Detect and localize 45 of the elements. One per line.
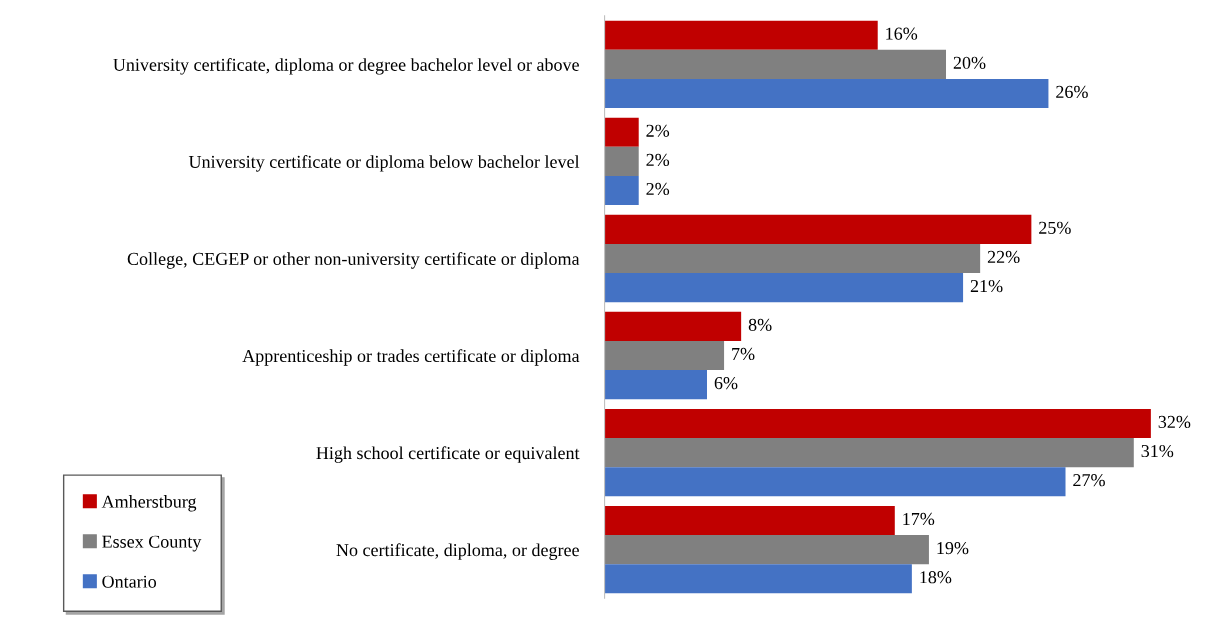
- bar: [604, 175, 639, 206]
- bar: [604, 408, 1151, 439]
- bar: [604, 340, 725, 371]
- data-label: 31%: [1141, 444, 1174, 458]
- legend-label: Essex County: [102, 535, 202, 552]
- bar: [604, 505, 895, 536]
- bar: [604, 535, 929, 565]
- data-label: 6%: [714, 376, 738, 390]
- data-label: 17%: [903, 512, 935, 526]
- data-label: 19%: [937, 541, 969, 555]
- y-tick-label: No certificate, diploma, or degree: [336, 543, 579, 560]
- bar: [604, 370, 707, 400]
- bar: [604, 564, 912, 594]
- bar: [604, 78, 1049, 109]
- data-label: 20%: [953, 56, 986, 69]
- data-label: 2%: [646, 153, 670, 166]
- bar: [604, 117, 639, 147]
- bar: [604, 438, 1134, 468]
- bar: [604, 20, 878, 50]
- bar: [604, 311, 742, 341]
- data-label: 25%: [1039, 221, 1071, 234]
- legend-label: Amherstburg: [101, 495, 197, 512]
- data-label: 18%: [920, 571, 952, 584]
- bar: [604, 49, 947, 79]
- data-label: 32%: [1158, 415, 1191, 429]
- data-label: 2%: [646, 182, 670, 196]
- legend-label: Ontario: [102, 575, 157, 588]
- data-label: 7%: [732, 347, 755, 361]
- data-label: 2%: [646, 124, 670, 137]
- data-label: 26%: [1056, 85, 1088, 99]
- bar: [604, 214, 1032, 244]
- bar: [604, 146, 639, 176]
- data-label: 22%: [987, 250, 1020, 264]
- bar: [604, 273, 964, 303]
- data-label: 21%: [970, 279, 1003, 293]
- data-label: 16%: [886, 27, 918, 40]
- y-tick-label: College, CEGEP or other non-university certificate or diploma: [127, 252, 580, 269]
- y-tick-label: University certificate, diploma or degree bachelor level or above: [113, 58, 579, 75]
- y-tick-label: University certificate or diploma below bachelor level: [188, 155, 580, 172]
- y-tick-label: High school certificate or equivalent: [316, 446, 580, 463]
- bar: [604, 467, 1066, 497]
- bar: [604, 243, 981, 274]
- y-tick-label: Apprenticeship or trades certificate or diploma: [242, 349, 580, 366]
- data-label: 27%: [1073, 474, 1105, 487]
- data-label: 8%: [748, 318, 772, 331]
